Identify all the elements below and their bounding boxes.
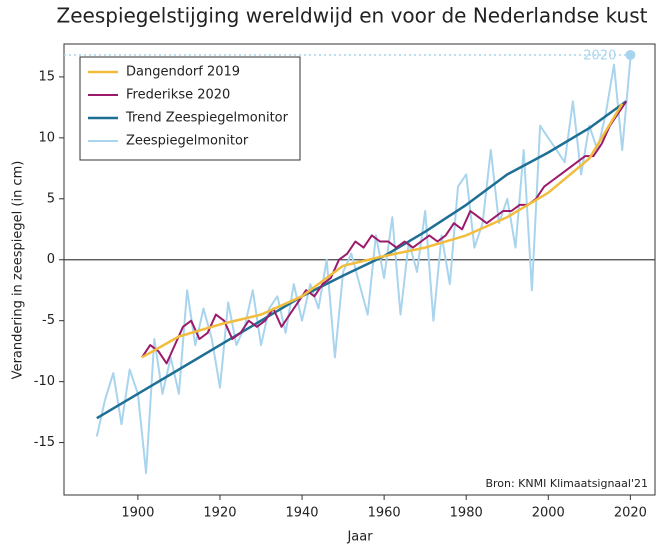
x-tick-label: 1980 bbox=[450, 506, 483, 521]
x-axis-label: Jaar bbox=[346, 530, 373, 545]
highlight-label: 2020 bbox=[583, 48, 616, 63]
y-tick-label: 10 bbox=[38, 130, 55, 145]
series-line bbox=[96, 100, 628, 420]
legend-box bbox=[79, 56, 301, 161]
series-line bbox=[95, 58, 632, 475]
y-tick-label: 0 bbox=[47, 252, 55, 267]
x-tick-label: 2020 bbox=[614, 506, 647, 521]
legend-label: Dangendorf 2019 bbox=[126, 65, 240, 80]
x-tick-label: 1940 bbox=[285, 506, 318, 521]
series-line bbox=[141, 100, 628, 365]
x-tick-label: 1960 bbox=[368, 506, 401, 521]
x-tick-label: 2000 bbox=[532, 506, 565, 521]
legend-label: Zeespiegelmonitor bbox=[126, 134, 249, 149]
series-line bbox=[141, 103, 624, 359]
y-axis-label: Verandering in zeespiegel (in cm) bbox=[11, 161, 26, 380]
chart-title: Zeespiegelstijging wereldwijd en voor de… bbox=[57, 4, 648, 28]
y-tick-label: 15 bbox=[38, 69, 55, 84]
plot-frame bbox=[63, 43, 656, 496]
y-tick-label: 5 bbox=[47, 191, 55, 206]
y-tick-label: -15 bbox=[34, 435, 55, 450]
y-tick-label: -10 bbox=[34, 374, 55, 389]
x-tick-label: 1920 bbox=[203, 506, 236, 521]
legend-label: Frederikse 2020 bbox=[126, 88, 230, 103]
x-tick-label: 1900 bbox=[121, 506, 154, 521]
legend-label: Trend Zeespiegelmonitor bbox=[125, 111, 289, 126]
y-tick-label: -5 bbox=[42, 313, 55, 328]
highlight-dot bbox=[625, 49, 636, 60]
source-note: Bron: KNMI Klimaatsignaal'21 bbox=[485, 477, 648, 490]
